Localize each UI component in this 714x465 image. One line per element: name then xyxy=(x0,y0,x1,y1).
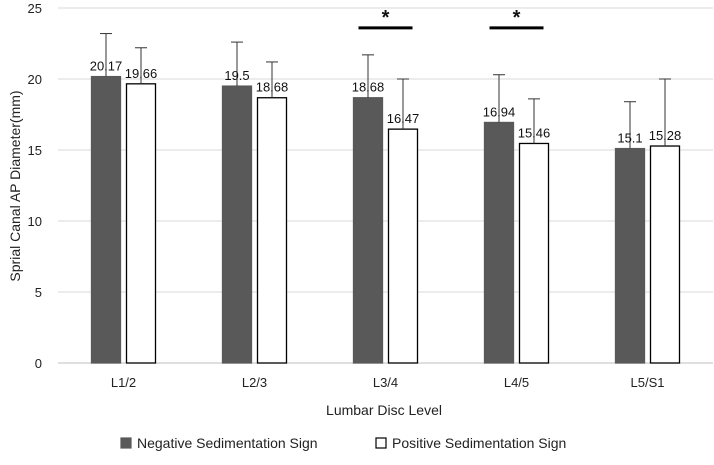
y-tick-label: 15 xyxy=(28,143,42,158)
bar xyxy=(125,83,157,364)
legend-label: Negative Sedimentation Sign xyxy=(137,435,318,451)
data-label: 19.66 xyxy=(125,66,158,81)
bars xyxy=(90,75,681,364)
bar xyxy=(483,121,515,364)
x-axis-label: Lumbar Disc Level xyxy=(326,402,442,418)
gridlines xyxy=(58,7,713,364)
x-tick-label: L2/3 xyxy=(242,375,267,390)
data-label: 16.47 xyxy=(387,111,420,126)
legend-label: Positive Sedimentation Sign xyxy=(392,435,566,451)
data-label: 16.94 xyxy=(483,104,516,119)
data-label: 18.68 xyxy=(256,80,289,95)
data-label: 15.28 xyxy=(649,128,682,143)
bar xyxy=(387,128,419,364)
data-label: 18.68 xyxy=(352,80,385,95)
y-tick-label: 5 xyxy=(35,285,42,300)
x-tick-label: L5/S1 xyxy=(631,375,665,390)
significance-markers: * * xyxy=(358,7,544,30)
bar xyxy=(352,97,384,364)
data-label: 15.1 xyxy=(617,131,642,146)
y-axis-label: Sprial Canal AP Diameter(mm) xyxy=(7,90,23,281)
y-tick-label: 10 xyxy=(28,214,42,229)
bar xyxy=(518,142,550,364)
data-label: 19.5 xyxy=(224,68,249,83)
significance-star: * xyxy=(382,7,390,29)
bar xyxy=(649,145,681,364)
significance-star: * xyxy=(513,7,521,29)
y-tick-label: 25 xyxy=(28,1,42,16)
y-tick-label: 0 xyxy=(35,356,42,371)
x-tick-label: L1/2 xyxy=(111,375,136,390)
data-label: 15.46 xyxy=(518,125,551,140)
data-label: 20.17 xyxy=(90,59,123,74)
legend: Negative Sedimentation Sign Positive Sedi… xyxy=(120,435,566,451)
bar xyxy=(221,85,253,364)
x-tick-label: L3/4 xyxy=(373,375,398,390)
x-axis-ticks: L1/2 L2/3 L3/4 L4/5 L5/S1 xyxy=(111,375,665,390)
bar xyxy=(256,97,288,364)
y-axis-ticks: 0 5 10 15 20 25 xyxy=(28,1,42,371)
legend-swatch xyxy=(120,437,132,449)
bar xyxy=(614,147,646,364)
legend-swatch xyxy=(375,437,387,449)
error-bars xyxy=(100,33,671,149)
y-tick-label: 20 xyxy=(28,72,42,87)
x-tick-label: L4/5 xyxy=(504,375,529,390)
bar xyxy=(90,75,122,364)
